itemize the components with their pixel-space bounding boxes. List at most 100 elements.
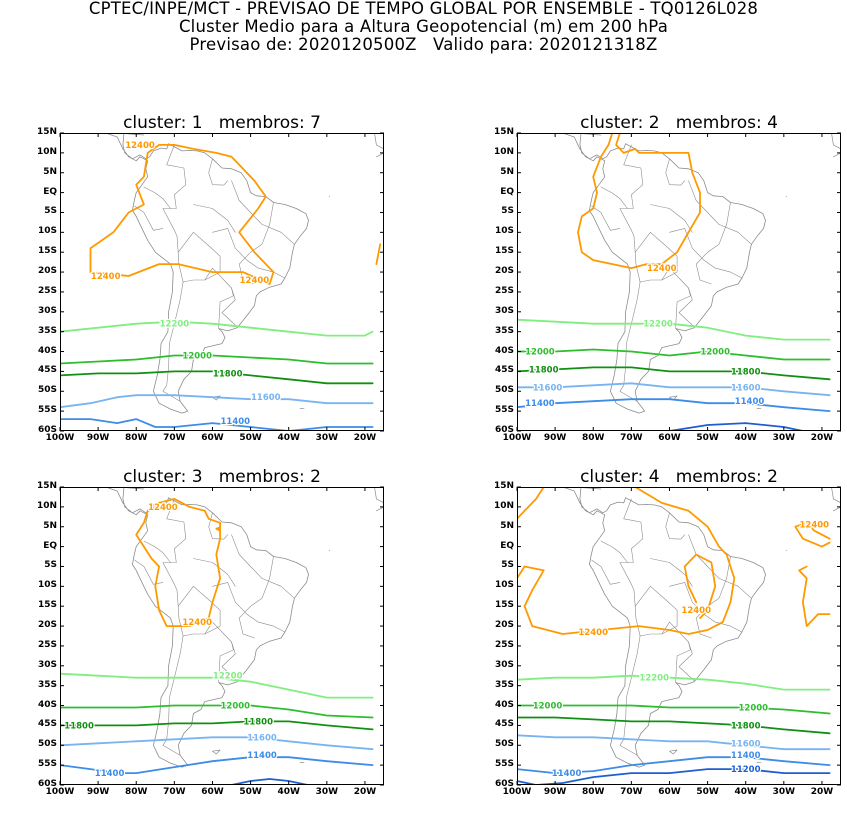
lat-label: 35S [0,326,57,336]
country-border [178,586,220,636]
lat-label: 50S [0,385,57,395]
lon-label: 30W [316,433,338,443]
lat-label: 10N [0,501,57,511]
contour-label: 12000 [525,348,555,358]
contour-11400 [60,419,373,431]
contour-label: 11800 [731,721,761,731]
lon-label: 70W [620,433,642,443]
contour-11800 [60,721,373,729]
contour-label: 12400 [148,503,178,513]
lat-label: 40S [0,346,57,356]
contour-label: 12200 [643,320,673,330]
land-fragment [376,507,384,511]
lat-label: 45S [457,365,514,375]
contour-label: 12000 [533,702,563,712]
lon-label: 80W [125,433,147,443]
lon-label: 100W [46,433,75,443]
contour-label: 11400 [221,417,251,427]
country-border [689,181,752,245]
country-border [666,159,685,185]
lon-label: 20W [354,787,376,797]
lat-label: EQ [0,541,57,551]
map-frame [61,488,384,785]
country-border [679,642,694,681]
contour-11600 [60,737,373,749]
land-fragment [833,153,841,157]
contour-11800 [517,367,830,379]
map-frame [518,488,841,785]
lat-label: 40S [457,700,514,710]
country-border [163,499,186,636]
lon-label: 50W [696,433,718,443]
lat-label: 45S [0,719,57,729]
land-fragment [213,750,221,754]
contour-label: 12000 [700,348,730,358]
lon-label: 60W [201,787,223,797]
lon-label: 60W [658,787,680,797]
lon-label: 30W [316,787,338,797]
lon-label: 40W [277,787,299,797]
lat-label: 10N [0,147,57,157]
country-border [193,559,235,587]
panel-title: cluster: 2 membros: 4 [517,113,841,133]
country-border [592,206,620,230]
lon-label: 80W [125,787,147,797]
contour-11200 [670,423,803,431]
lon-label: 100W [503,787,532,797]
lon-label: 20W [811,787,833,797]
lat-label: 30S [0,306,57,316]
lon-label: 100W [503,433,532,443]
contour-label: 12400 [578,628,608,638]
contour-label: 12400 [800,521,830,531]
lat-label: 25S [0,640,57,650]
lon-label: 80W [582,433,604,443]
country-border [205,268,234,328]
land-fragment [670,750,678,754]
country-border [193,205,235,233]
country-border [592,560,620,584]
lat-label: 15N [457,127,514,137]
lat-label: 10S [0,226,57,236]
lat-label: 35S [0,680,57,690]
lat-label: 15S [0,246,57,256]
lon-label: 90W [87,433,109,443]
land-fragment [832,133,842,151]
contour-label: 11800 [64,721,94,731]
contour-label: 12200 [639,674,669,684]
lon-label: 30W [773,433,795,443]
header-line-3: Previsao de: 2020120500Z Valido para: 20… [0,36,847,54]
contour-11400 [517,399,830,411]
panel-title: cluster: 3 membros: 2 [60,467,384,487]
land-fragment [375,487,385,505]
lat-label: EQ [457,541,514,551]
country-border [620,499,643,636]
lat-label: 10S [457,580,514,590]
lat-label: 50S [457,385,514,395]
land-fragment [376,153,384,157]
contour-label: 12000 [221,702,251,712]
country-border [601,541,628,563]
contour-label: 12000 [182,352,212,362]
map-frame [61,134,384,431]
country-border [209,513,228,539]
lat-label: 55S [457,759,514,769]
contour-12400 [376,244,380,264]
contour-label: 11800 [213,369,243,379]
lat-label: 40S [457,346,514,356]
lat-label: 35S [457,680,514,690]
contour-label: 11600 [251,393,281,403]
country-border [222,288,237,327]
country-border [601,187,628,209]
country-border [213,582,285,632]
contour-label: 11800 [731,367,761,377]
contour-label: 11600 [731,739,761,749]
contour-label: 12400 [681,606,711,616]
